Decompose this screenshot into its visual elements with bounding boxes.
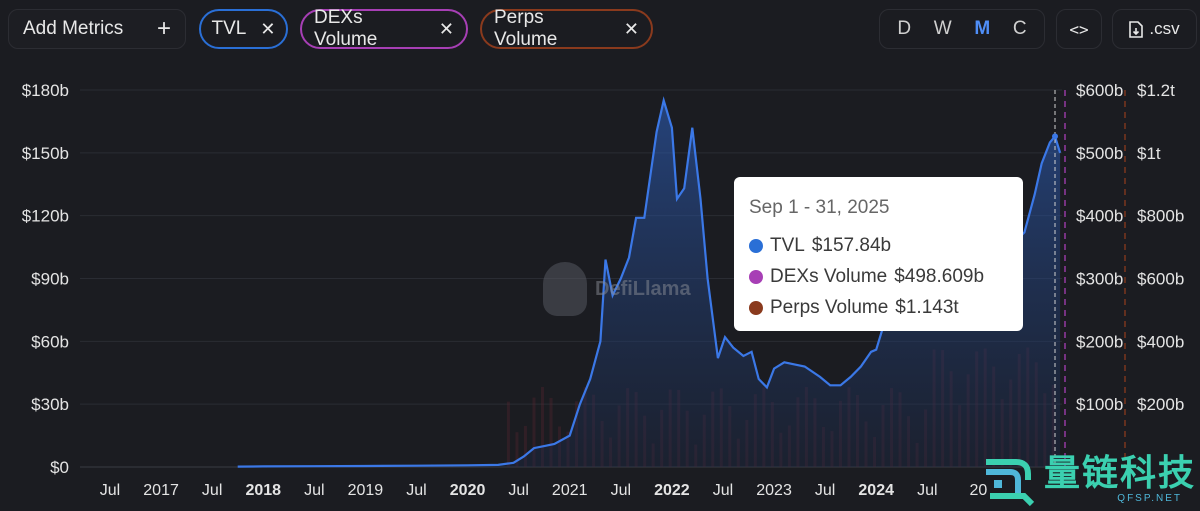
y-left-tick-label: $180b	[22, 81, 69, 100]
period-weekly-button[interactable]: W	[933, 18, 952, 39]
tooltip-series-value: $157.84b	[811, 234, 892, 256]
series-dot-icon	[749, 300, 763, 315]
brand-domain: QFSP.NET	[1117, 493, 1183, 504]
y-right2-tick-label: $400b	[1137, 332, 1184, 351]
csv-label: .csv	[1149, 19, 1180, 38]
add-metrics-label: Add Metrics	[23, 18, 124, 39]
tooltip-series-value: $1.143t	[895, 296, 959, 318]
x-tick-label: Jul	[406, 482, 426, 499]
volume-bar	[549, 397, 553, 467]
period-selector: D W M C	[879, 9, 1045, 49]
period-daily-button[interactable]: D	[897, 18, 912, 39]
tooltip-series-name: Perps Volume	[770, 296, 889, 318]
x-tick-label: 2023	[756, 482, 792, 499]
chart-tooltip: Sep 1 - 31, 2025 TVL $157.84b DEXs Volum…	[734, 177, 1023, 331]
chip-label: DEXs Volume	[314, 7, 378, 50]
plus-icon: +	[156, 15, 171, 42]
y-right1-tick-label: $400b	[1076, 207, 1123, 226]
y-right2-tick-label: $600b	[1137, 270, 1184, 289]
tvl-area-fill	[237, 100, 1061, 467]
x-tick-label: Jul	[815, 482, 835, 499]
y-left-tick-label: $30b	[31, 395, 69, 414]
llama-logo-icon	[543, 262, 587, 316]
x-tick-label: 2022	[654, 482, 690, 499]
x-tick-label: 2021	[552, 482, 588, 499]
add-metrics-button[interactable]: Add Metrics +	[8, 9, 186, 49]
axes: $0 $30b $60b $90b $120b $150b $180b $100b $200b $…	[22, 81, 1185, 499]
x-tick-label: Jul	[713, 482, 733, 499]
y-right2-tick-label: $1t	[1137, 144, 1161, 163]
y-right1-tick-label: $200b	[1076, 332, 1123, 351]
y-left-tick-label: $90b	[31, 270, 69, 289]
file-download-icon	[1129, 20, 1144, 38]
volume-bar	[523, 425, 527, 467]
period-monthly-button[interactable]: M	[974, 18, 991, 39]
metric-chip-dexs-volume[interactable]: DEXs Volume ✕	[300, 7, 468, 50]
tooltip-series-name: TVL	[770, 234, 805, 256]
brand-logo-icon	[986, 458, 1035, 506]
brand-watermark: 量链科技 QFSP.NET	[980, 446, 1200, 511]
close-icon[interactable]: ✕	[623, 18, 639, 39]
tooltip-date: Sep 1 - 31, 2025	[749, 197, 890, 218]
download-csv-button[interactable]: .csv	[1112, 9, 1197, 49]
tooltip-row-tvl: TVL $157.84b	[749, 230, 1008, 261]
metric-chip-perps-volume[interactable]: Perps Volume ✕	[480, 7, 653, 50]
chip-label: TVL	[211, 18, 247, 39]
x-tick-label: Jul	[508, 482, 528, 499]
watermark-label: DefiLlama	[595, 277, 691, 300]
x-tick-label: 2019	[348, 482, 384, 499]
volume-bar	[540, 387, 544, 467]
tooltip-series-name: DEXs Volume	[770, 265, 888, 287]
y-right1-tick-label: $500b	[1076, 144, 1123, 163]
y-right2-tick-label: $200b	[1137, 395, 1184, 414]
x-tick-label: Jul	[917, 482, 937, 499]
chip-label: Perps Volume	[494, 7, 558, 50]
y-right2-tick-label: $1.2t	[1137, 81, 1175, 100]
y-right1-tick-label: $100b	[1076, 395, 1123, 414]
code-icon: <>	[1069, 19, 1089, 39]
y-right1-tick-label: $300b	[1076, 270, 1123, 289]
y-right2-tick-label: $800b	[1137, 207, 1184, 226]
y-left-tick-label: $150b	[22, 144, 69, 163]
volume-bar	[515, 432, 519, 467]
y-left-tick-label: $60b	[31, 332, 69, 351]
x-tick-label: 2020	[450, 482, 486, 499]
x-tick-label: 2017	[143, 482, 179, 499]
metric-chip-tvl[interactable]: TVL ✕	[199, 9, 288, 49]
x-tick-label: Jul	[611, 482, 631, 499]
embed-button[interactable]: <>	[1056, 9, 1102, 49]
brand-name-cn: 量链科技	[1044, 452, 1197, 493]
x-tick-label: Jul	[304, 482, 324, 499]
y-right1-tick-label: $600b	[1076, 81, 1123, 100]
tooltip-series-value: $498.609b	[894, 265, 985, 287]
crosshair	[1052, 90, 1126, 467]
volume-bar	[506, 401, 510, 467]
y-left-tick-label: $0	[50, 458, 69, 477]
volume-bar	[532, 397, 536, 467]
period-cumulative-button[interactable]: C	[1012, 18, 1027, 39]
tooltip-row-perps-volume: Perps Volume $1.143t	[749, 292, 1008, 323]
series-dot-icon	[749, 238, 763, 253]
x-tick-label: 2024	[858, 482, 894, 499]
defillama-watermark: DefiLlama	[543, 262, 691, 316]
close-icon[interactable]: ✕	[438, 18, 454, 39]
tvl-point-marker	[1052, 133, 1058, 140]
close-icon[interactable]: ✕	[260, 18, 276, 39]
x-tick-label: 2018	[245, 482, 281, 499]
x-tick-label: Jul	[202, 482, 222, 499]
x-tick-label: 20	[969, 482, 987, 499]
series-dot-icon	[749, 269, 763, 284]
tooltip-row-dexs-volume: DEXs Volume $498.609b	[749, 261, 1008, 292]
x-tick-label: Jul	[100, 482, 120, 499]
y-left-tick-label: $120b	[22, 207, 69, 226]
